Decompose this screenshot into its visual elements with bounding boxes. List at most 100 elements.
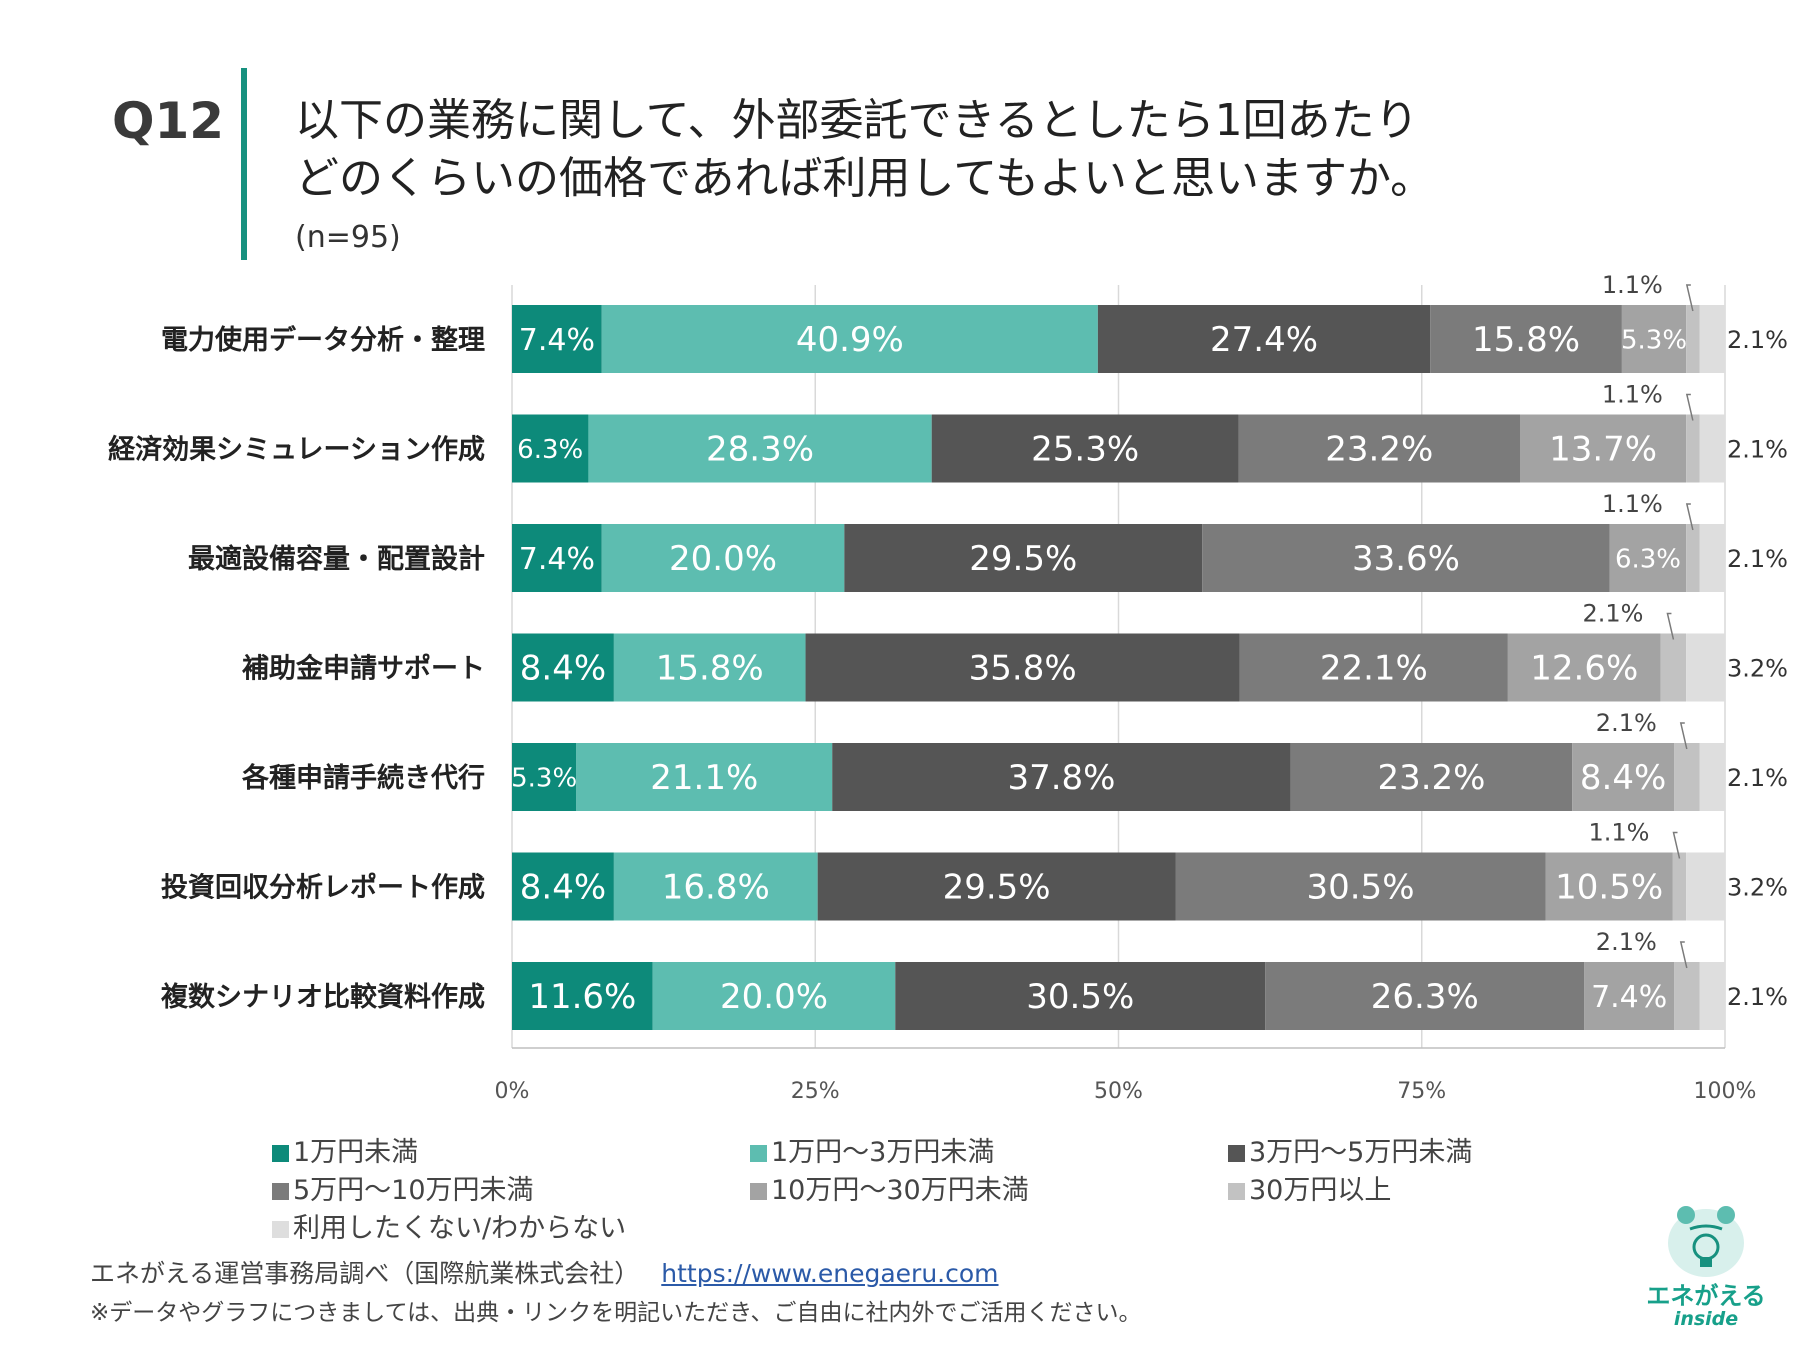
bar-segment (1686, 852, 1725, 921)
bar-segment (1686, 524, 1700, 592)
bar-segment (1202, 524, 1610, 592)
x-tick-label: 75% (1397, 1079, 1446, 1104)
bar-segment (1520, 414, 1687, 483)
callout-leader (1685, 503, 1694, 531)
legend-item: 1万円〜3万円未満 (750, 1130, 994, 1169)
data-label: 2.1% (1727, 326, 1788, 354)
data-label: 40.9% (796, 320, 904, 360)
legend-swatch (1228, 1145, 1245, 1162)
category-label: 最適設備容量・配置設計 (188, 543, 485, 575)
bar-segment (931, 414, 1239, 483)
data-label: 20.0% (669, 539, 777, 579)
bar-segment (512, 852, 614, 921)
legend-item: 30万円以上 (1228, 1168, 1391, 1207)
title-accent-bar (241, 68, 247, 260)
data-label: 7.4% (519, 542, 595, 577)
bar-segment (1430, 305, 1622, 373)
bar-segment (512, 305, 602, 373)
bar-segment (512, 414, 589, 483)
category-label: 経済効果シミュレーション作成 (108, 434, 485, 466)
logo-text: エネがえる (1646, 1282, 1766, 1310)
data-label: 7.4% (1591, 980, 1667, 1015)
data-label: 1.1% (1602, 381, 1663, 409)
bar-segment (1672, 852, 1687, 921)
enegaeru-logo-icon (1668, 1206, 1744, 1277)
legend-item: 3万円〜5万円未満 (1228, 1130, 1472, 1169)
data-label: 2.1% (1582, 600, 1643, 628)
legend-label: 3万円〜5万円未満 (1249, 1137, 1473, 1168)
data-label: 10.5% (1555, 868, 1663, 908)
bar-segment (805, 633, 1240, 702)
data-label: 2.1% (1727, 983, 1788, 1011)
bar-segment (1699, 524, 1725, 592)
bar-segment (1660, 633, 1687, 702)
data-label: 30.5% (1306, 868, 1414, 908)
page-title: 以下の業務に関して、外部委託できるとしたら1回あたり どのくらいの価格であれば利… (295, 92, 1434, 208)
category-label: 補助金申請サポート (241, 653, 485, 685)
data-label: 37.8% (1007, 758, 1115, 798)
bar-segment (576, 743, 833, 811)
bar-segment (1507, 633, 1661, 702)
legend-swatch (1228, 1183, 1245, 1200)
bar-segment (1584, 962, 1675, 1030)
data-label: 8.4% (520, 649, 606, 689)
data-label: 2.1% (1596, 928, 1657, 956)
bar-segment (588, 414, 932, 483)
data-label: 23.2% (1325, 430, 1433, 470)
bar-segment (1699, 743, 1725, 811)
bar-segment (1699, 305, 1725, 373)
bar-segment (512, 743, 577, 811)
data-label: 7.4% (519, 323, 595, 358)
bar-segment (601, 305, 1098, 373)
data-label: 29.5% (969, 539, 1077, 579)
bar-segment (1699, 414, 1725, 483)
callout-leader (1672, 831, 1681, 859)
bar-segment (652, 962, 896, 1030)
callout-leader (1685, 393, 1694, 421)
legend-label: 1万円〜3万円未満 (771, 1137, 995, 1168)
data-label: 20.0% (720, 977, 828, 1017)
data-label: 23.2% (1377, 758, 1485, 798)
logo-subtext: inside (1673, 1308, 1739, 1330)
category-label: 電力使用データ分析・整理 (161, 324, 485, 356)
data-label: 1.1% (1602, 490, 1663, 518)
bar-segment (1686, 633, 1725, 702)
bar-segment (1265, 962, 1585, 1030)
data-label: 5.3% (511, 763, 577, 793)
bar-segment (1238, 414, 1521, 483)
source-link[interactable]: https://www.enegaeru.com (661, 1259, 999, 1288)
legend-item: 利用したくない/わからない (272, 1206, 626, 1245)
legend-label: 30万円以上 (1249, 1175, 1392, 1206)
bar-segment (832, 743, 1291, 811)
data-label: 1.1% (1602, 271, 1663, 299)
data-label: 6.3% (517, 435, 583, 465)
bar-segment (512, 524, 602, 592)
legend-swatch (272, 1145, 289, 1162)
bar-segment (817, 852, 1176, 921)
data-label: 11.6% (528, 977, 636, 1017)
data-label: 3.2% (1727, 874, 1788, 902)
legend-swatch (272, 1221, 289, 1238)
source-text: エネがえる運営事務局調べ（国際航業株式会社） (90, 1259, 640, 1288)
callout-leader (1679, 722, 1688, 750)
data-label: 12.6% (1530, 649, 1638, 689)
bar-segment (512, 962, 653, 1030)
legend-swatch (272, 1183, 289, 1200)
data-label: 15.8% (1472, 320, 1580, 360)
bar-segment (1572, 743, 1675, 811)
bar-segment (1686, 414, 1700, 483)
question-number: Q12 (112, 92, 225, 150)
category-label: 各種申請手続き代行 (241, 762, 485, 794)
data-label: 26.3% (1371, 977, 1479, 1017)
x-tick-label: 0% (495, 1079, 530, 1104)
data-label: 5.3% (1621, 325, 1687, 355)
category-label: 複数シナリオ比較資料作成 (161, 981, 485, 1013)
legend-item: 10万円〜30万円未満 (750, 1168, 1029, 1207)
data-label: 22.1% (1320, 649, 1428, 689)
bar-segment (1621, 305, 1687, 373)
bar-segment (1545, 852, 1673, 921)
bar-segment (601, 524, 845, 592)
legend-swatch (750, 1183, 767, 1200)
data-label: 21.1% (650, 758, 758, 798)
legend-label: 5万円〜10万円未満 (293, 1175, 534, 1206)
